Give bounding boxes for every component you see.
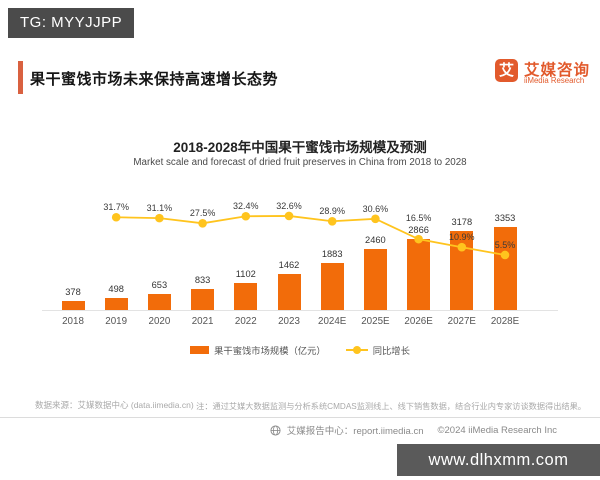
legend-item-bar: 果干蜜饯市场规模（亿元） [190,343,326,357]
x-axis-label-2026E: 2026E [404,316,433,327]
x-axis-label-2027E: 2027E [447,316,476,327]
chart-title: 2018-2028年中国果干蜜饯市场规模及预测 [173,140,427,155]
growth-label-2026E: 16.5% [405,213,432,223]
legend-item-line: 同比增长 [345,343,410,357]
x-axis-label-2021: 2021 [191,316,214,327]
growth-line [116,215,506,256]
bar-value-label-2023: 1462 [278,260,300,270]
bar-2022 [234,283,258,310]
legend-line-swatch-icon [345,346,368,354]
globe-icon [270,424,281,436]
x-axis-label-2020: 2020 [148,316,171,327]
growth-marker-2021 [198,219,207,228]
legend-line-label: 同比增长 [372,346,410,356]
iimedia-logo-icon: 艾 [495,59,518,82]
bar-value-label-2022: 1102 [235,269,256,279]
bar-value-label-2024E: 1883 [321,249,343,259]
growth-label-2023: 32.6% [276,200,302,211]
bar-2020 [147,294,171,310]
bar-value-label-2019: 498 [108,284,124,294]
bar-value-label-2021: 833 [194,275,211,285]
copyright-text: ©2024 iiMedia Research Inc [437,424,557,436]
growth-label-2024E: 28.9% [319,206,345,217]
bar-value-label-2018: 378 [65,287,81,297]
growth-marker-2019 [111,212,121,222]
x-axis-label-2024E: 2024E [318,316,347,327]
bar-2027E [450,231,474,310]
x-axis-label-2025E: 2025E [361,316,390,327]
logo-name-en: iiMedia Research [524,76,585,85]
bar-value-label-2028E: 3353 [494,213,516,223]
growth-label-2021: 27.5% [189,208,216,219]
bar-value-label-2020: 653 [151,280,168,290]
growth-label-2019: 31.7% [103,202,129,213]
bar-2026E [407,239,431,310]
bar-2021 [191,289,215,310]
title-accent-bar [18,61,23,94]
bar-2025E [363,249,387,310]
footer-divider [0,417,600,418]
x-axis-label-2023: 2023 [278,316,300,327]
chart-subtitle: Market scale and forecast of dried fruit… [133,157,467,168]
bar-2019 [104,298,128,310]
growth-label-2025E: 30.6% [362,203,389,214]
growth-marker-2023 [284,211,294,221]
bar-value-label-2025E: 2460 [365,235,386,245]
data-source-note: 数据来源：艾媒数据中心 (data.iimedia.cn) [35,400,194,410]
growth-marker-2025E [371,214,380,224]
methodology-note: 注：通过艾媒大数据监测与分析系统CMDAS监测线上、线下销售数据，结合行业内专家… [196,402,586,411]
x-axis-label-2018: 2018 [62,316,84,327]
growth-label-2022: 32.4% [233,201,259,212]
legend-bar-swatch-icon [190,346,210,354]
bar-2024E [320,263,344,310]
legend-line-dot-icon [352,346,361,354]
report-center-link: 艾媒报告中心：report.iimedia.cn [286,426,424,437]
growth-marker-2024E [327,216,337,226]
logo-name-cn: 艾媒咨询 [524,62,591,79]
tag-banner: TG: MYYJJPP [8,8,135,38]
watermark-banner: www.dlhxmm.com [397,444,600,476]
growth-label-2020: 31.1% [146,203,173,214]
bar-value-label-2026E: 2866 [408,225,429,235]
bar-2018 [61,301,85,310]
growth-label-2028E: 5.5% [494,239,516,250]
x-axis-label-2022: 2022 [234,316,257,327]
legend-bar-label: 果干蜜饯市场规模（亿元） [214,346,326,356]
report-footer: 艾媒报告中心：report.iimedia.cn ©2024 iiMedia R… [270,423,557,437]
growth-marker-2020 [155,213,164,223]
chart-legend: 果干蜜饯市场规模（亿元） 同比增长 [0,343,600,357]
growth-marker-2022 [241,211,251,221]
bar-2023 [277,274,301,310]
bar-value-label-2027E: 3178 [451,217,473,227]
page-title: 果干蜜饯市场未来保持高速增长态势 [30,71,279,88]
x-axis-label-2028E: 2028E [490,316,520,327]
x-axis-line [42,310,558,311]
x-axis-label-2019: 2019 [105,316,128,327]
growth-label-2027E: 10.9% [449,232,475,243]
